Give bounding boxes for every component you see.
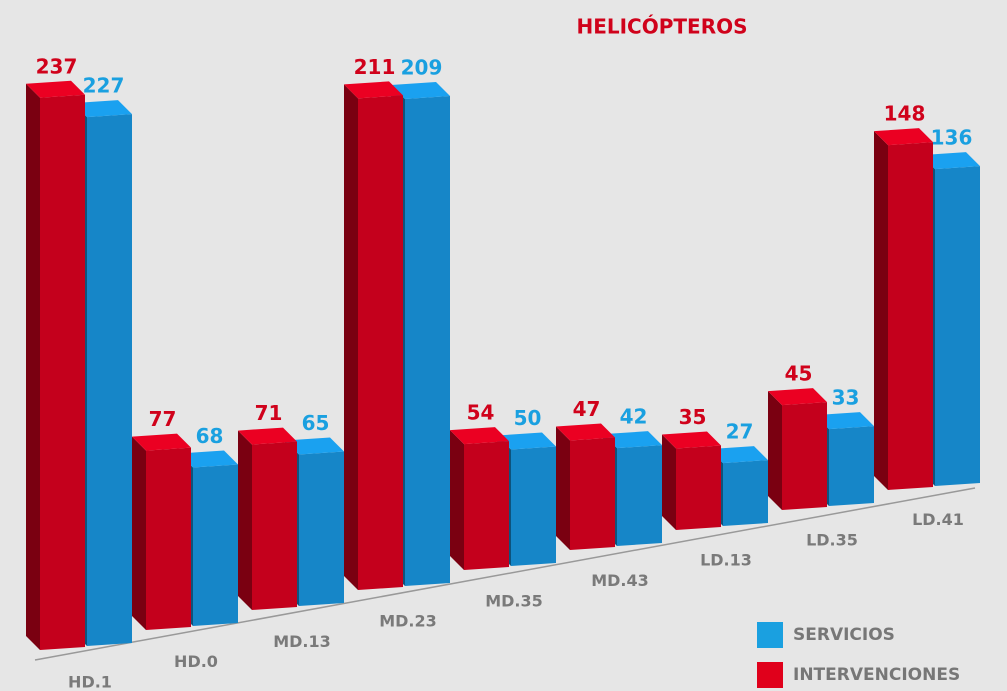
- bar-top: [391, 82, 450, 100]
- value-label: 42: [620, 405, 648, 429]
- bar-top: [603, 431, 662, 449]
- bar-top: [285, 437, 344, 455]
- bar-side: [238, 430, 252, 610]
- bar-top: [709, 446, 768, 464]
- x-tick-label: HD.1: [68, 673, 112, 691]
- bar-front: [888, 142, 933, 490]
- value-label: 211: [354, 55, 396, 79]
- bar-side: [132, 436, 146, 630]
- value-label: 68: [196, 424, 224, 448]
- bar-front: [252, 441, 297, 610]
- bar: [768, 388, 827, 510]
- value-label: 227: [83, 74, 125, 98]
- bar-front: [464, 441, 509, 570]
- value-label: 71: [255, 401, 283, 425]
- bar: [874, 128, 933, 490]
- bar-front: [511, 446, 556, 566]
- bar-front: [146, 447, 191, 630]
- bar: [662, 431, 721, 530]
- bar-front: [782, 402, 827, 510]
- bar-front: [829, 426, 874, 506]
- value-label: 45: [785, 362, 813, 386]
- value-label: 47: [573, 397, 601, 421]
- x-tick-label: MD.23: [379, 612, 437, 631]
- bar-side: [450, 430, 464, 570]
- chart-title: HELICÓPTEROS: [576, 15, 747, 39]
- bar-top: [179, 450, 238, 468]
- value-label: 77: [149, 407, 177, 431]
- bar-top: [662, 431, 721, 449]
- x-tick-label: LD.35: [806, 530, 858, 549]
- x-tick-label: MD.43: [591, 571, 649, 590]
- bar-top: [132, 433, 191, 451]
- bar-top: [874, 128, 933, 146]
- bar-front: [570, 437, 615, 550]
- bar-top: [344, 81, 403, 99]
- value-label: 27: [726, 420, 754, 444]
- bar: [26, 80, 85, 651]
- bar-front: [193, 464, 238, 626]
- value-label: 50: [514, 406, 542, 430]
- bar: [556, 423, 615, 550]
- bar-top: [450, 427, 509, 445]
- bar-top: [26, 80, 85, 98]
- bar-front: [723, 460, 768, 526]
- bar-front: [405, 96, 450, 586]
- value-label: 35: [679, 405, 707, 429]
- bar-front: [358, 95, 403, 591]
- bar-side: [344, 84, 358, 591]
- bar-top: [768, 388, 827, 406]
- bar-top: [238, 427, 297, 445]
- x-tick-label: LD.41: [912, 510, 964, 529]
- value-label: 136: [931, 126, 973, 150]
- bar-front: [87, 114, 132, 647]
- value-label: 209: [401, 56, 443, 80]
- value-label: 65: [302, 411, 330, 435]
- bar-side: [768, 391, 782, 510]
- value-label: 33: [832, 386, 860, 410]
- bar-top: [73, 100, 132, 118]
- value-label: 237: [36, 54, 78, 78]
- bar-front: [676, 445, 721, 530]
- bar-top: [497, 432, 556, 450]
- bar: [238, 427, 297, 610]
- legend-label: INTERVENCIONES: [793, 665, 960, 685]
- value-label: 54: [467, 401, 495, 425]
- legend-label: SERVICIOS: [793, 625, 895, 645]
- x-tick-label: MD.35: [485, 591, 543, 610]
- legend-swatch: [757, 662, 783, 688]
- value-label: 148: [884, 102, 926, 126]
- baseline: [34, 487, 976, 661]
- bar-top: [556, 423, 615, 441]
- x-tick-label: MD.13: [273, 632, 331, 651]
- bar-front: [40, 94, 85, 651]
- bar-side: [662, 434, 676, 530]
- bar-front: [935, 166, 980, 486]
- bar-top: [921, 152, 980, 170]
- bar: [344, 81, 403, 591]
- bar-front: [617, 445, 662, 546]
- legend-swatch: [757, 622, 783, 648]
- bar: [132, 433, 191, 630]
- bar-top: [815, 412, 874, 430]
- bar-side: [26, 83, 40, 651]
- bar-side: [556, 426, 570, 550]
- bar: [450, 427, 509, 570]
- bar-side: [874, 131, 888, 490]
- bar-front: [299, 451, 344, 606]
- x-tick-label: HD.0: [174, 652, 218, 671]
- x-tick-label: LD.13: [700, 551, 752, 570]
